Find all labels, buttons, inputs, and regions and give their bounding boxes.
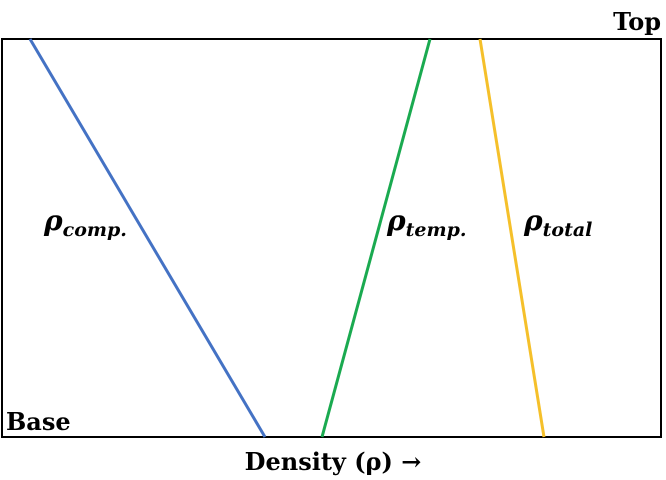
temp-label: ρtemp. bbox=[386, 204, 467, 241]
subscript: total bbox=[543, 219, 593, 241]
frame bbox=[1, 38, 662, 438]
subscript: temp. bbox=[406, 219, 467, 241]
base-label: Base bbox=[6, 407, 71, 436]
symbol: ρ bbox=[523, 204, 543, 237]
axis-label: Density (ρ) → bbox=[245, 447, 422, 476]
symbol: ρ bbox=[386, 204, 406, 237]
subscript: comp. bbox=[63, 219, 127, 241]
symbol: ρ bbox=[43, 204, 63, 237]
total-line bbox=[478, 38, 546, 438]
comp-line bbox=[28, 38, 267, 438]
comp-label: ρcomp. bbox=[43, 204, 127, 241]
total-label: ρtotal bbox=[523, 204, 592, 241]
temp-line bbox=[320, 38, 432, 438]
top-label: Top bbox=[613, 7, 661, 36]
